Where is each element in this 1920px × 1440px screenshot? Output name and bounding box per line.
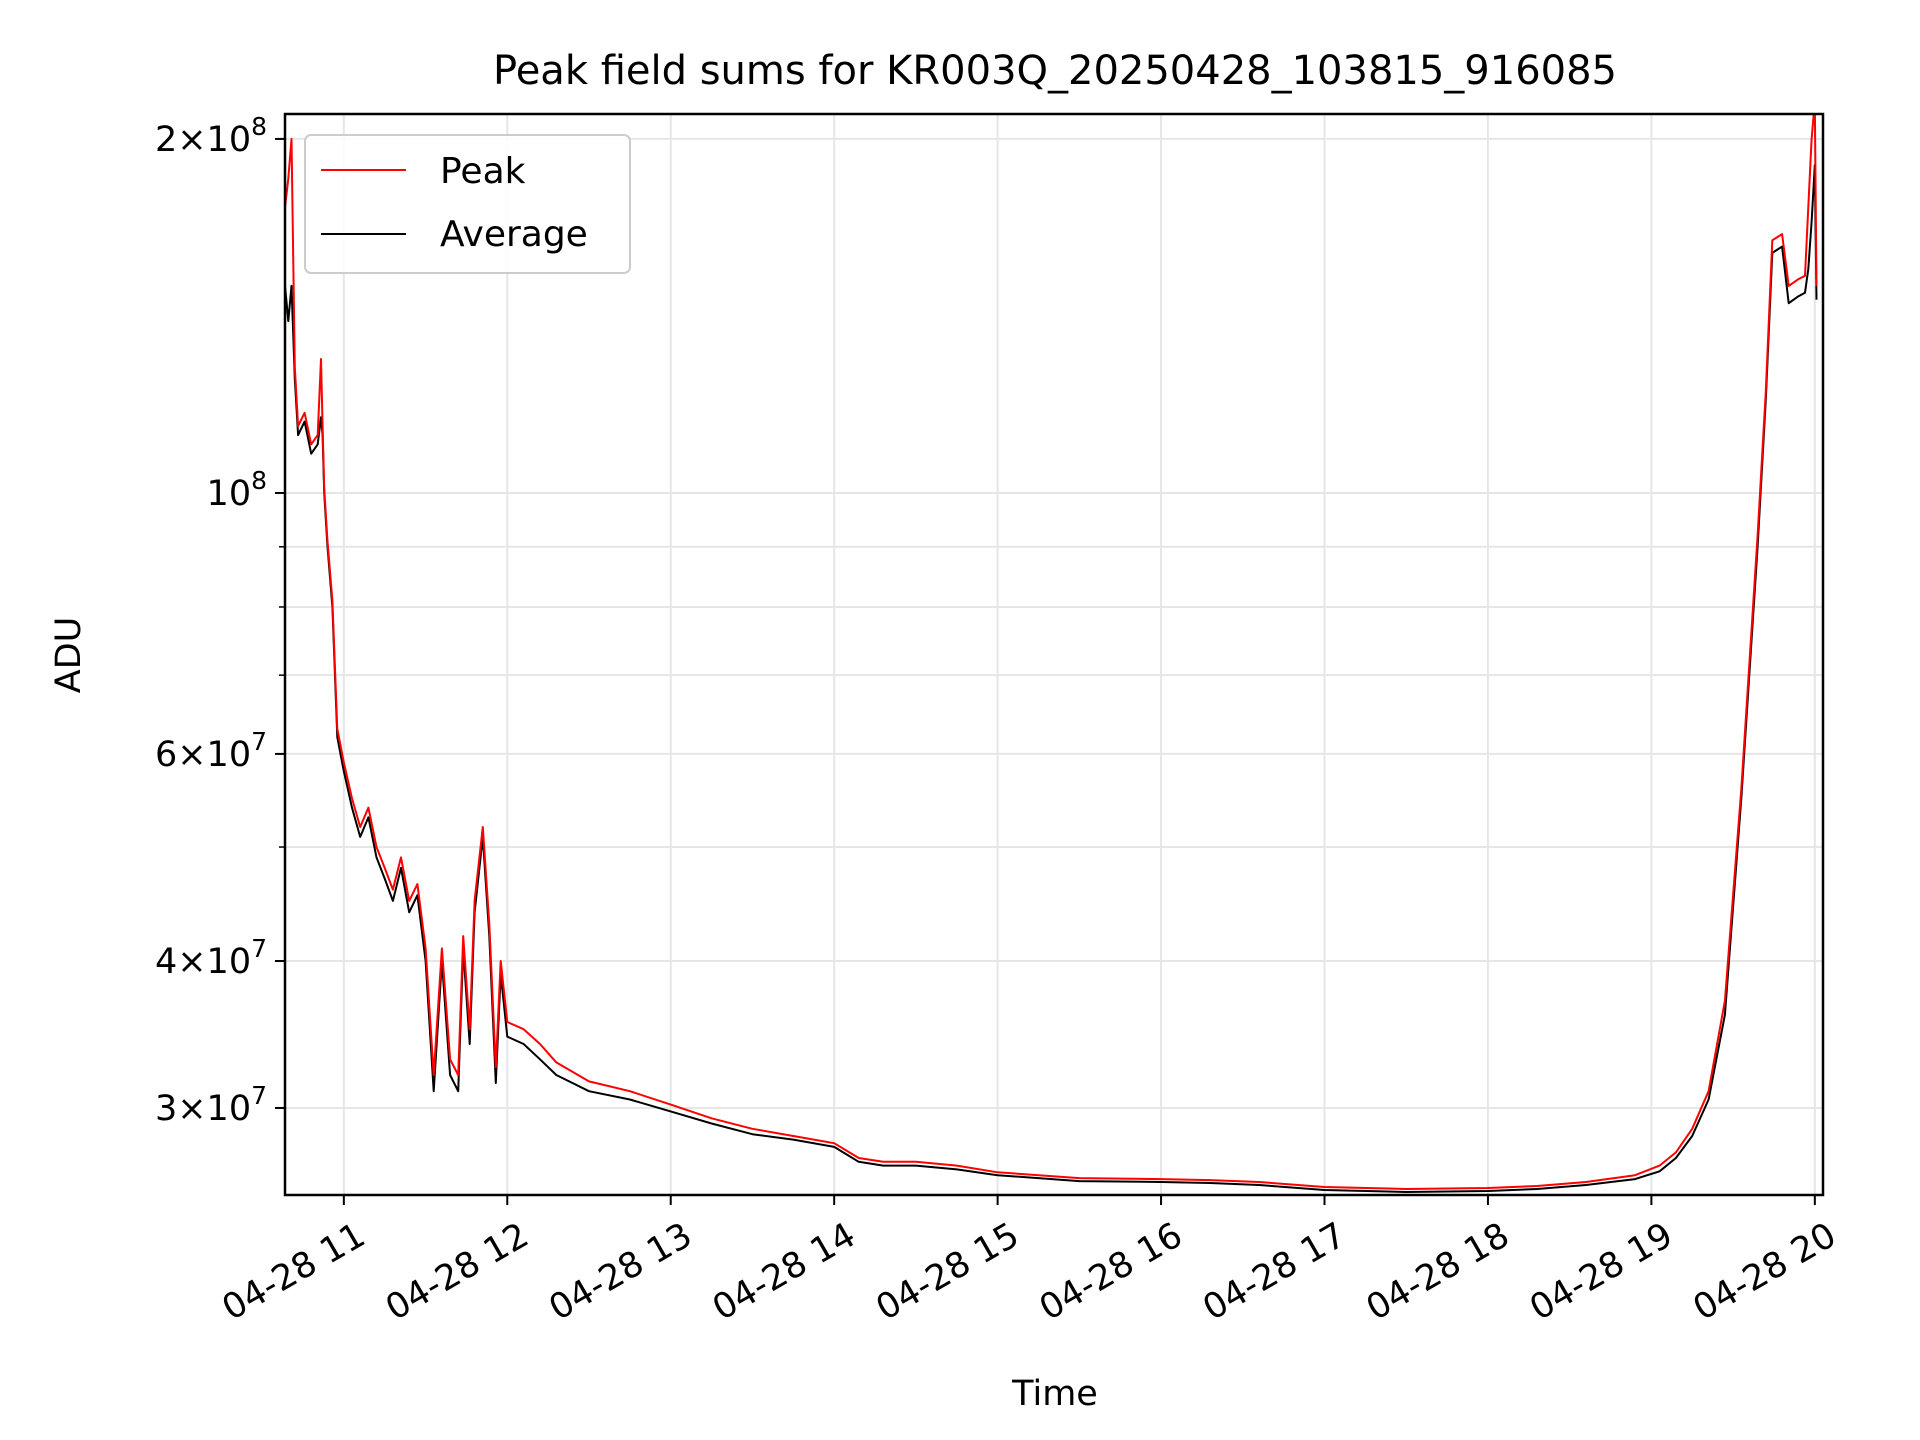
series-line-average [285, 164, 1818, 1193]
y-tick-label: 4×107 [155, 934, 267, 982]
x-axis-label: Time [1011, 1374, 1098, 1414]
y-tick-label: 108 [207, 466, 267, 514]
y-tick-label: 3×107 [155, 1081, 267, 1129]
y-axis-label: ADU [49, 617, 89, 694]
legend: Peak Average [304, 134, 631, 274]
series-line-peak [285, 114, 1818, 1190]
legend-label-peak: Peak [440, 151, 526, 192]
y-axis: 2×108 108 6×107 4×107 3×107 [155, 112, 285, 1129]
legend-label-average: Average [440, 214, 588, 255]
plot-frame [283, 112, 1825, 1197]
y-tick-label: 6×107 [155, 727, 267, 775]
plot-lines [285, 114, 1818, 1193]
y-tick-label: 2×108 [155, 112, 267, 160]
chart-title: Peak field sums for KR003Q_20250428_1038… [493, 48, 1617, 94]
